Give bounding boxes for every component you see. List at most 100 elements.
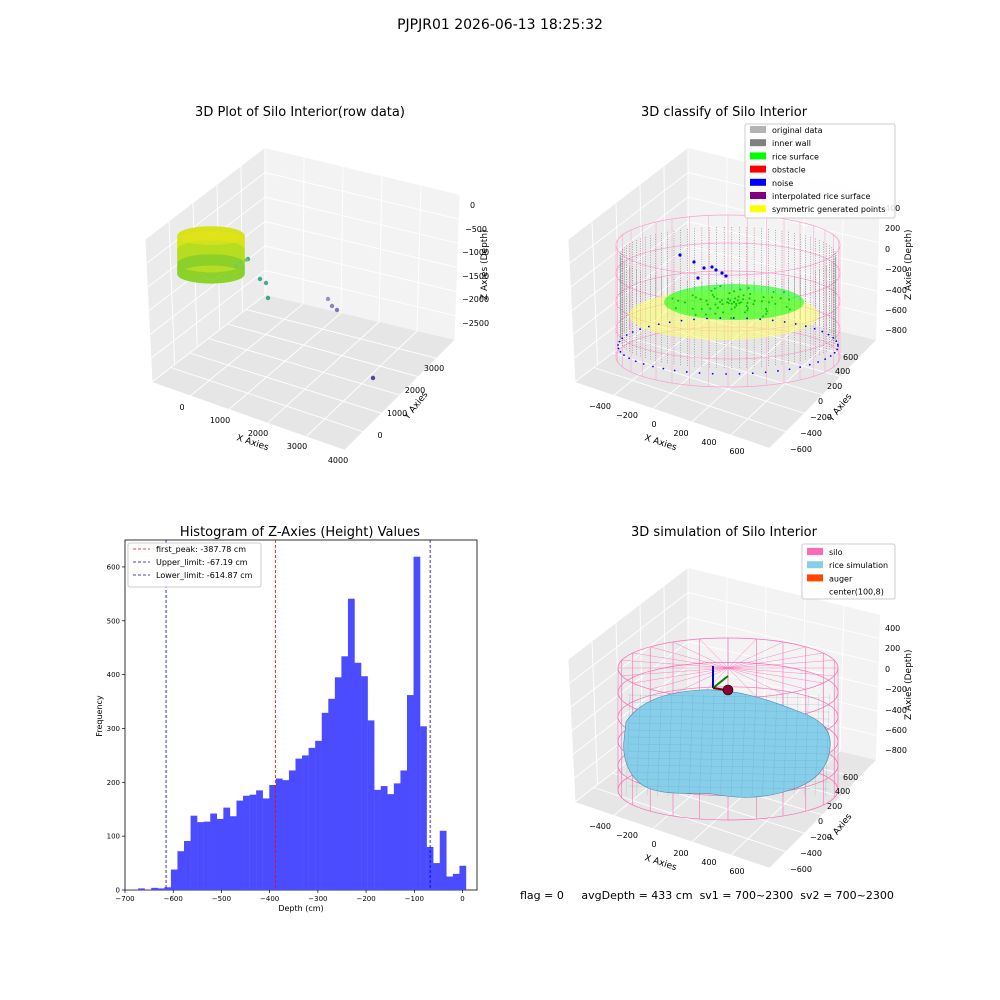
panel4-xticks: −400 −200 0 200 400 600 [589, 822, 745, 876]
noise-point [680, 319, 683, 322]
rice-mesh-line [804, 693, 809, 797]
legend-swatch [750, 126, 766, 133]
silo-spoke [621, 660, 729, 669]
y-tick-label: 200 [107, 779, 120, 787]
grid-line [264, 221, 458, 268]
histogram-bar [433, 863, 440, 890]
legend-label: inner wall [772, 139, 811, 148]
histogram-bar [361, 676, 368, 890]
rice-surface [623, 689, 831, 798]
rice-surface-point [762, 296, 765, 299]
panel1-floor-pane [152, 295, 455, 450]
rice-surface-point [762, 315, 765, 318]
noise-cluster-point [724, 274, 728, 278]
y-tick-label: −200 [810, 413, 832, 422]
noise-cluster-point [714, 268, 718, 272]
x-tick-label: 3000 [287, 442, 307, 451]
rice-surface-point [746, 309, 749, 312]
histogram-bar [420, 726, 427, 890]
histogram-bar [157, 888, 165, 890]
noise-cluster-point [692, 260, 696, 264]
rice-surface-point [738, 302, 741, 305]
panel1-yticks: 0 1000 2000 3000 [377, 364, 444, 440]
noise-point [771, 319, 774, 322]
rice-mesh-line [627, 722, 831, 727]
y-tick-label: 600 [843, 353, 858, 362]
outlier-point [370, 375, 376, 381]
legend-label: original data [772, 126, 823, 135]
rice-mesh-line [667, 693, 673, 797]
panel1-zticks: 0 −500 −1000 −1500 −2000 −2500 [462, 201, 489, 328]
rice-surface-point [728, 292, 731, 295]
histogram-bar [236, 800, 244, 890]
rice-mesh-line [636, 693, 641, 797]
grid-line [570, 616, 689, 708]
rice-surface-point [716, 306, 719, 309]
z-tick-label: −600 [885, 726, 907, 735]
silo-spoke [672, 667, 729, 695]
noise-point [619, 350, 622, 353]
y-tick-label: −600 [790, 865, 812, 874]
noise-point [617, 344, 619, 346]
legend-label: obstacle [772, 166, 806, 175]
histogram-bar [144, 889, 152, 890]
x-tick-label: −200 [616, 831, 638, 840]
x-tick-label: 0 [460, 895, 464, 903]
histogram-bar [413, 556, 421, 890]
noise-point [673, 369, 676, 372]
legend-swatch [750, 139, 766, 147]
grid-line [687, 196, 882, 244]
legend-label: Lower_limit: -614.87 cm [156, 571, 253, 580]
rice-surface-point [674, 307, 677, 310]
rice-surface-point [730, 308, 733, 311]
panel1-title: 3D Plot of Silo Interior(row data) [195, 105, 405, 120]
rice-mesh-line [783, 693, 788, 797]
grid-line [208, 338, 401, 396]
x-tick-label: −200 [356, 895, 375, 903]
silo-spoke [632, 652, 729, 669]
noise-point [804, 325, 807, 328]
rice-surface-point [753, 299, 756, 302]
histogram-bar [452, 873, 460, 890]
legend-label: silo [829, 548, 843, 557]
x-tick-label: −300 [308, 895, 327, 903]
rice-mesh-line [627, 785, 831, 790]
legend-label: center(100,8) [829, 588, 884, 597]
noise-cluster-point [710, 265, 714, 269]
rice-surface-point [747, 287, 750, 290]
noise-point [693, 318, 695, 321]
z-tick-label: −800 [885, 746, 907, 755]
histogram-bar [315, 740, 322, 890]
grid-line [264, 270, 456, 317]
rice-surface-point [746, 301, 749, 304]
x-tick-label: −200 [616, 411, 638, 420]
histogram-bar [164, 887, 172, 890]
rice-surface-point [720, 299, 723, 302]
x-tick-label: 400 [701, 438, 716, 447]
x-tick-label: 600 [729, 867, 744, 876]
grid-line [145, 172, 266, 265]
panel-raw-3d: 3D Plot of Silo Interior(row data) X Axi… [144, 105, 490, 465]
silo-spoke [672, 641, 729, 669]
noise-point [813, 327, 816, 330]
rice-surface-point [714, 303, 717, 306]
noise-point [799, 366, 802, 369]
histogram-bar [374, 789, 381, 890]
rice-mesh-line [730, 693, 736, 797]
legend-swatch [750, 205, 766, 213]
rice-surface-point [727, 302, 730, 305]
rice-surface-point [727, 297, 730, 300]
histogram-bar [275, 778, 283, 890]
rice-surface-point [713, 287, 716, 290]
rice-surface-point [739, 288, 742, 291]
rice-surface-point [765, 312, 768, 315]
y-tick-label: 2000 [405, 386, 425, 395]
noise-cluster-point [720, 271, 724, 275]
grid-line [687, 641, 881, 688]
panel-histogram: Histogram of Z-Axies (Height) Values −70… [95, 525, 478, 913]
histogram-xticks: −700 −600 −500 −400 −300 −200 −100 0 [115, 890, 465, 903]
histogram-bar [400, 770, 408, 890]
x-tick-label: 400 [701, 858, 716, 867]
outlier-point [334, 307, 340, 313]
rice-surface-point [737, 295, 740, 298]
